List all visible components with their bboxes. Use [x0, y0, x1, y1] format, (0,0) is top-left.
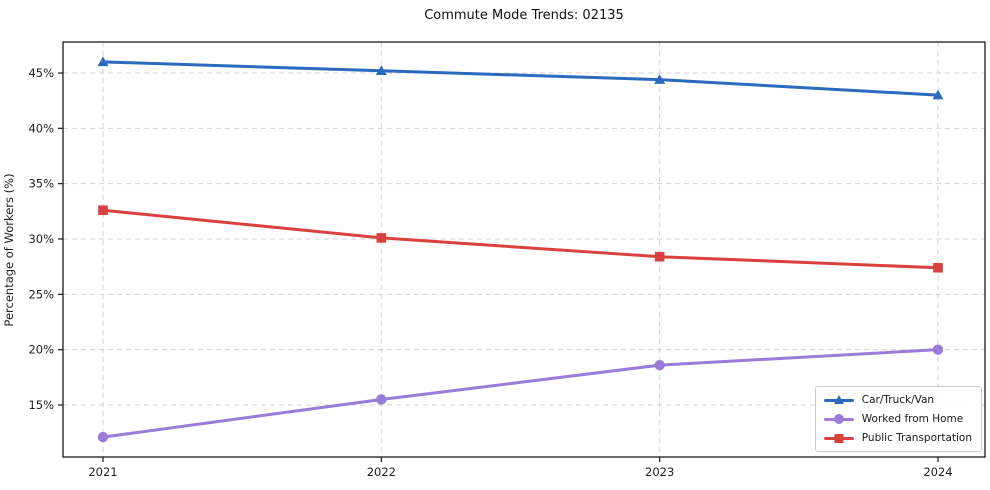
x-tick-label: 2022	[367, 465, 396, 479]
data-point-marker-worked-from-home	[97, 431, 109, 443]
x-tick-label: 2024	[923, 465, 952, 479]
legend-item-public-transportation: Public Transportation	[823, 430, 972, 446]
triangle-marker-icon	[823, 394, 854, 406]
data-point-marker-public-transportation	[98, 205, 108, 216]
legend: Car/Truck/Van Worked from Home Public Tran…	[814, 386, 982, 452]
y-tick-label: 30%	[28, 232, 54, 246]
legend-item-car-truck-van: Car/Truck/Van	[823, 392, 972, 408]
x-tick-label: 2023	[645, 465, 674, 479]
data-point-marker-worked-from-home	[376, 394, 387, 405]
data-point-marker-public-transportation	[654, 251, 665, 262]
chart-title: Commute Mode Trends: 02135	[424, 8, 624, 23]
x-tick-label: 2021	[88, 465, 117, 479]
legend-label: Car/Truck/Van	[861, 394, 935, 406]
y-tick-label: 40%	[28, 121, 54, 135]
data-point-marker-worked-from-home	[932, 344, 944, 355]
data-point-marker-car-truck-van	[375, 65, 387, 75]
series-line-worked-from-home	[101, 348, 940, 439]
y-tick-label: 20%	[28, 343, 54, 357]
y-tick-label: 25%	[28, 287, 54, 301]
data-point-marker-public-transportation	[933, 262, 943, 273]
series-line-car-truck-van	[101, 60, 940, 97]
plot-frame	[62, 41, 986, 458]
data-point-marker-car-truck-van	[97, 56, 109, 67]
data-point-marker-worked-from-home	[654, 359, 665, 371]
square-marker-icon	[823, 432, 854, 444]
data-point-marker-public-transportation	[376, 233, 387, 243]
y-tick-label: 35%	[28, 177, 54, 191]
data-point-marker-car-truck-van	[932, 89, 944, 100]
data-point-marker-car-truck-van	[654, 74, 666, 84]
circle-marker-icon	[823, 413, 854, 425]
legend-label: Worked from Home	[861, 413, 964, 425]
y-tick-label: 15%	[28, 398, 54, 412]
legend-item-worked-from-home: Worked from Home	[823, 411, 972, 427]
series-line-public-transportation	[101, 208, 940, 270]
y-tick-label: 45%	[28, 66, 54, 80]
legend-label: Public Transportation	[861, 432, 972, 444]
